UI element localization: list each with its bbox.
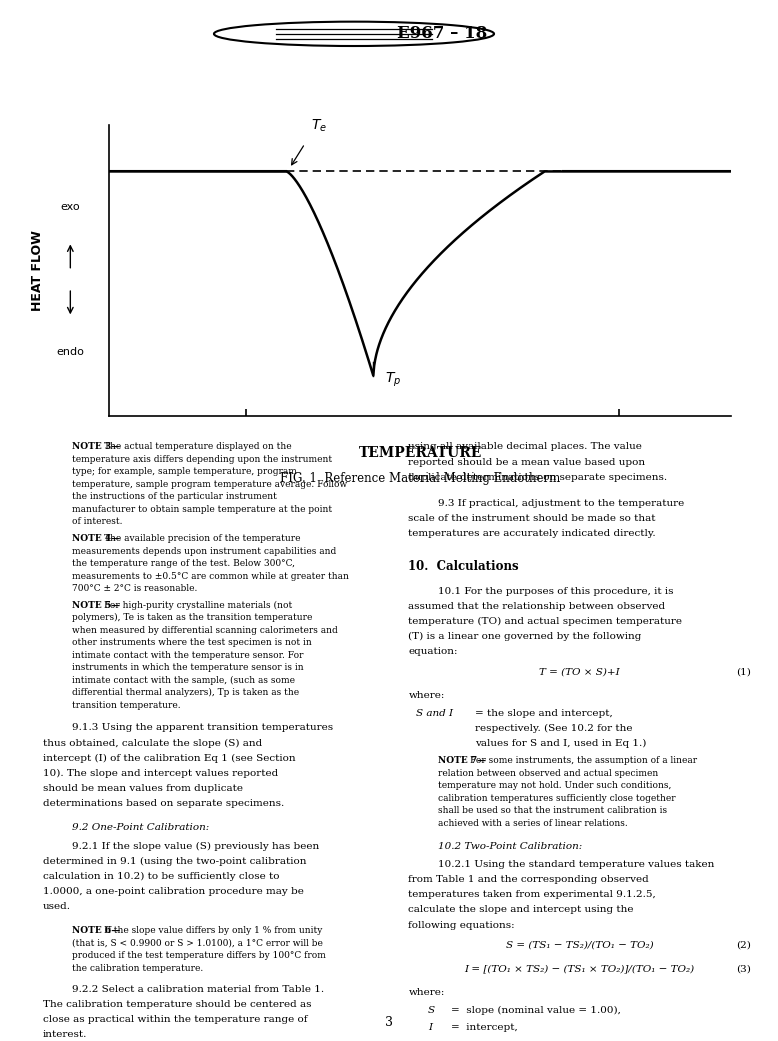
Text: 1.0000, a one-point calibration procedure may be: 1.0000, a one-point calibration procedur… — [43, 887, 303, 896]
Text: reported should be a mean value based upon: reported should be a mean value based up… — [408, 458, 646, 466]
Text: I = [(TO₁ × TS₂) − (TS₁ × TO₂)]/(TO₁ − TO₂): I = [(TO₁ × TS₂) − (TS₁ × TO₂)]/(TO₁ − T… — [464, 964, 695, 973]
Text: =  intercept,: = intercept, — [451, 1023, 518, 1033]
Text: (1): (1) — [736, 667, 751, 677]
Text: S = (TS₁ − TS₂)/(TO₁ − TO₂): S = (TS₁ − TS₂)/(TO₁ − TO₂) — [506, 941, 654, 949]
Text: following equations:: following equations: — [408, 920, 515, 930]
Text: other instruments where the test specimen is not in: other instruments where the test specime… — [72, 638, 312, 648]
Text: NOTE 6—: NOTE 6— — [72, 926, 121, 935]
Text: E967 – 18: E967 – 18 — [397, 25, 487, 43]
Text: equation:: equation: — [408, 648, 458, 656]
Text: temperatures are accurately indicated directly.: temperatures are accurately indicated di… — [408, 529, 656, 538]
Text: duplicate determinations on separate specimens.: duplicate determinations on separate spe… — [408, 473, 668, 482]
Text: $T_e$: $T_e$ — [311, 118, 328, 134]
Text: $T_p$: $T_p$ — [384, 372, 401, 389]
Text: 9.2.1 If the slope value (S) previously has been: 9.2.1 If the slope value (S) previously … — [72, 842, 320, 850]
Text: manufacturer to obtain sample temperature at the point: manufacturer to obtain sample temperatur… — [72, 505, 332, 514]
Text: differential thermal analyzers), Tp is taken as the: differential thermal analyzers), Tp is t… — [72, 688, 300, 697]
Text: The available precision of the temperature: The available precision of the temperatu… — [104, 534, 300, 543]
Text: =  slope (nominal value = 1.00),: = slope (nominal value = 1.00), — [451, 1006, 621, 1015]
Text: = the slope and intercept,: = the slope and intercept, — [475, 709, 612, 717]
Text: determinations based on separate specimens.: determinations based on separate specime… — [43, 799, 284, 808]
Text: used.: used. — [43, 903, 71, 911]
Text: measurements to ±0.5°C are common while at greater than: measurements to ±0.5°C are common while … — [72, 572, 349, 581]
Text: the calibration temperature.: the calibration temperature. — [72, 964, 204, 972]
Text: thus obtained, calculate the slope (S) and: thus obtained, calculate the slope (S) a… — [43, 739, 262, 747]
Text: temperature, sample program temperature average. Follow: temperature, sample program temperature … — [72, 480, 348, 489]
Text: where:: where: — [408, 691, 445, 700]
Text: T = (TO × S)+I: T = (TO × S)+I — [539, 667, 620, 677]
Text: 3: 3 — [385, 1016, 393, 1029]
Text: calculation in 10.2) to be sufficiently close to: calculation in 10.2) to be sufficiently … — [43, 872, 279, 881]
Text: endo: endo — [56, 348, 84, 357]
Text: values for S and I, used in Eq 1.): values for S and I, used in Eq 1.) — [475, 739, 646, 747]
Text: (that is, S < 0.9900 or S > 1.0100), a 1°C error will be: (that is, S < 0.9900 or S > 1.0100), a 1… — [72, 939, 323, 947]
Text: respectively. (See 10.2 for the: respectively. (See 10.2 for the — [475, 723, 632, 733]
Text: transition temperature.: transition temperature. — [72, 701, 181, 710]
Text: 700°C ± 2°C is reasonable.: 700°C ± 2°C is reasonable. — [72, 584, 198, 593]
Text: of interest.: of interest. — [72, 517, 123, 527]
Text: temperature (TO) and actual specimen temperature: temperature (TO) and actual specimen tem… — [408, 617, 682, 626]
Text: NOTE 7—: NOTE 7— — [438, 757, 486, 765]
Text: achieved with a series of linear relations.: achieved with a series of linear relatio… — [438, 819, 628, 828]
Text: the temperature range of the test. Below 300°C,: the temperature range of the test. Below… — [72, 559, 296, 568]
Text: NOTE 4—: NOTE 4— — [72, 534, 121, 543]
Text: assumed that the relationship between observed: assumed that the relationship between ob… — [408, 602, 665, 611]
Text: should be mean values from duplicate: should be mean values from duplicate — [43, 784, 243, 793]
Text: (2): (2) — [736, 941, 751, 949]
Text: exo: exo — [61, 202, 80, 211]
Text: The actual temperature displayed on the: The actual temperature displayed on the — [104, 442, 292, 452]
Text: where:: where: — [408, 988, 445, 997]
Text: 9.2 One-Point Calibration:: 9.2 One-Point Calibration: — [72, 823, 209, 832]
Text: measurements depends upon instrument capabilities and: measurements depends upon instrument cap… — [72, 547, 337, 556]
Text: temperature may not hold. Under such conditions,: temperature may not hold. Under such con… — [438, 782, 671, 790]
Text: determined in 9.1 (using the two-point calibration: determined in 9.1 (using the two-point c… — [43, 857, 307, 866]
Text: intercept (I) of the calibration Eq 1 (see Section: intercept (I) of the calibration Eq 1 (s… — [43, 754, 296, 763]
Text: TEMPERATURE: TEMPERATURE — [359, 446, 482, 459]
Text: when measured by differential scanning calorimeters and: when measured by differential scanning c… — [72, 626, 338, 635]
Text: For some instruments, the assumption of a linear: For some instruments, the assumption of … — [470, 757, 697, 765]
Text: from Table 1 and the corresponding observed: from Table 1 and the corresponding obser… — [408, 875, 649, 884]
Text: interest.: interest. — [43, 1030, 87, 1039]
Text: 10.  Calculations: 10. Calculations — [408, 560, 519, 573]
Text: If the slope value differs by only 1 % from unity: If the slope value differs by only 1 % f… — [104, 926, 322, 935]
Text: FIG. 1  Reference Material Melting Endotherm: FIG. 1 Reference Material Melting Endoth… — [280, 472, 560, 484]
Text: 9.1.3 Using the apparent transition temperatures: 9.1.3 Using the apparent transition temp… — [72, 723, 334, 733]
Text: the instructions of the particular instrument: the instructions of the particular instr… — [72, 492, 277, 502]
Text: relation between observed and actual specimen: relation between observed and actual spe… — [438, 769, 658, 778]
Text: temperatures taken from experimental 9.1.2.5,: temperatures taken from experimental 9.1… — [408, 890, 656, 899]
Text: close as practical within the temperature range of: close as practical within the temperatur… — [43, 1015, 307, 1023]
Text: instruments in which the temperature sensor is in: instruments in which the temperature sen… — [72, 663, 304, 672]
Text: The calibration temperature should be centered as: The calibration temperature should be ce… — [43, 999, 311, 1009]
Text: shall be used so that the instrument calibration is: shall be used so that the instrument cal… — [438, 807, 668, 815]
Text: 10). The slope and intercept values reported: 10). The slope and intercept values repo… — [43, 769, 278, 778]
Text: calculate the slope and intercept using the: calculate the slope and intercept using … — [408, 906, 634, 914]
Text: 10.1 For the purposes of this procedure, it is: 10.1 For the purposes of this procedure,… — [438, 587, 674, 595]
Text: using all available decimal places. The value: using all available decimal places. The … — [408, 442, 643, 452]
Text: S and I: S and I — [416, 709, 454, 717]
Text: scale of the instrument should be made so that: scale of the instrument should be made s… — [408, 514, 656, 523]
Text: (T) is a linear one governed by the following: (T) is a linear one governed by the foll… — [408, 632, 642, 641]
Text: 9.2.2 Select a calibration material from Table 1.: 9.2.2 Select a calibration material from… — [72, 985, 324, 993]
Text: temperature axis differs depending upon the instrument: temperature axis differs depending upon … — [72, 455, 332, 464]
Text: type; for example, sample temperature, program: type; for example, sample temperature, p… — [72, 467, 297, 477]
Text: calibration temperatures sufficiently close together: calibration temperatures sufficiently cl… — [438, 794, 675, 803]
Text: 10.2.1 Using the standard temperature values taken: 10.2.1 Using the standard temperature va… — [438, 860, 714, 869]
Text: 10.2 Two-Point Calibration:: 10.2 Two-Point Calibration: — [438, 842, 582, 850]
Text: NOTE 3—: NOTE 3— — [72, 442, 121, 452]
Text: For high-purity crystalline materials (not: For high-purity crystalline materials (n… — [104, 601, 293, 610]
Text: intimate contact with the temperature sensor. For: intimate contact with the temperature se… — [72, 651, 304, 660]
Text: NOTE 5—: NOTE 5— — [72, 601, 121, 610]
Text: (3): (3) — [736, 964, 751, 973]
Text: polymers), Te is taken as the transition temperature: polymers), Te is taken as the transition… — [72, 613, 313, 623]
Text: 9.3 If practical, adjustment to the temperature: 9.3 If practical, adjustment to the temp… — [438, 499, 685, 508]
Text: S: S — [428, 1006, 435, 1015]
Text: I: I — [428, 1023, 432, 1033]
Text: produced if the test temperature differs by 100°C from: produced if the test temperature differs… — [72, 951, 326, 960]
Text: HEAT FLOW: HEAT FLOW — [31, 230, 44, 311]
Text: intimate contact with the sample, (such as some: intimate contact with the sample, (such … — [72, 676, 296, 685]
